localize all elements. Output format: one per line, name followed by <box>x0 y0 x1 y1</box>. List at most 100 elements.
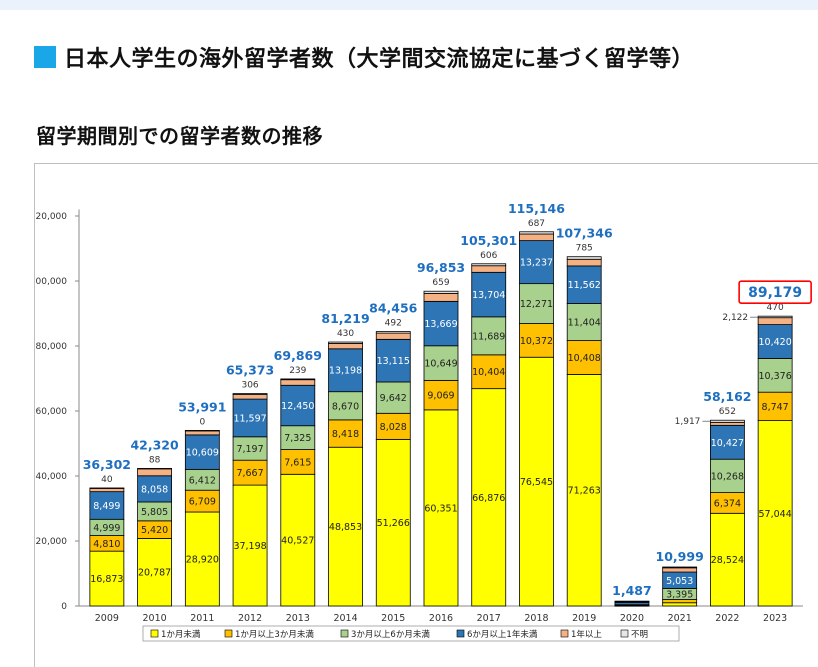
bar-segment <box>757 391 793 422</box>
segment-value-label: 66,876 <box>472 493 505 504</box>
side-value-label: 2,122 <box>722 313 748 323</box>
total-value-label: 58,162 <box>703 389 751 404</box>
bar-segment <box>89 487 125 489</box>
bar-segment <box>328 343 363 350</box>
bar-segment <box>757 317 793 325</box>
bar-segment <box>757 358 793 393</box>
total-value-label: 10,999 <box>656 549 704 564</box>
segment-value-label: 10,609 <box>186 448 219 459</box>
segment-value-label: 8,418 <box>332 429 359 440</box>
legend-swatch <box>620 629 629 638</box>
segment-value-label: 8,028 <box>380 422 407 433</box>
bar-segment <box>89 550 125 607</box>
segment-value-label: 5,053 <box>666 576 693 587</box>
segment-value-label: 11,689 <box>472 331 505 342</box>
side-value-label: 1,917 <box>675 417 701 427</box>
segment-value-label: 10,372 <box>520 336 553 347</box>
bar-segment <box>328 446 363 607</box>
bar-segment <box>710 424 745 460</box>
unknown-count-label: 0 <box>199 418 205 428</box>
segment-value-label: 11,597 <box>233 413 266 424</box>
segment-value-label: 6,374 <box>714 498 741 509</box>
segment-value-label: 37,198 <box>233 541 266 552</box>
bar-segment <box>280 378 316 381</box>
legend-label: 1か月未満 <box>161 629 201 640</box>
total-value-label: 89,179 <box>748 285 802 301</box>
unknown-count-label: 659 <box>432 278 449 288</box>
x-tick-label: 2018 <box>524 613 548 624</box>
unknown-count-label: 239 <box>289 366 306 376</box>
page-heading: 日本人学生の海外留学者数（大学間交流協定に基づく留学等） <box>34 40 694 74</box>
segment-value-label: 5,420 <box>141 525 168 536</box>
segment-value-label: 40,527 <box>281 536 314 547</box>
unknown-count-label: 88 <box>149 455 161 465</box>
bar-segment <box>423 290 459 294</box>
x-tick-label: 2011 <box>190 613 214 624</box>
bar-segment <box>423 300 459 347</box>
segment-value-label: 60,351 <box>424 503 457 514</box>
x-tick-label: 2019 <box>572 613 596 624</box>
bar-segment <box>328 341 363 344</box>
bar-segment <box>232 393 268 395</box>
segment-value-label: 10,649 <box>424 359 457 370</box>
total-value-label: 42,320 <box>130 437 179 452</box>
legend-swatch <box>150 629 159 638</box>
bar-segment <box>423 345 459 381</box>
segment-value-label: 10,420 <box>759 337 792 348</box>
segment-value-label: 16,873 <box>90 574 123 585</box>
x-tick-label: 2012 <box>238 613 262 624</box>
segment-value-label: 10,268 <box>711 471 744 482</box>
bar-segment <box>423 379 459 411</box>
x-tick-label: 2014 <box>333 613 357 624</box>
legend-swatch <box>456 629 465 638</box>
segment-value-label: 51,266 <box>377 518 410 529</box>
segment-value-label: 13,115 <box>377 356 410 367</box>
segment-value-label: 5,805 <box>141 507 168 518</box>
bar-segment <box>471 316 507 356</box>
unknown-count-label: 652 <box>719 407 736 417</box>
y-tick-label: 80,000 <box>36 342 68 352</box>
bar-segment <box>184 511 220 607</box>
legend-label: 1か月以上3か月未満 <box>235 629 314 640</box>
x-tick-label: 2009 <box>95 613 119 624</box>
chart-panel: 0 20,000 40,000 60,000 80,000 100,000 120,000 1… <box>34 163 818 667</box>
unknown-count-label: 785 <box>576 244 593 254</box>
legend-swatch <box>340 629 349 638</box>
legend-label: 3か月以上6か月未満 <box>351 629 430 640</box>
y-tick-label: 40,000 <box>36 472 68 482</box>
bar-segment <box>232 394 268 400</box>
bar-segment <box>137 475 172 503</box>
x-tick-label: 2013 <box>286 613 310 624</box>
segment-value-label: 7,667 <box>236 468 263 479</box>
bar-segment <box>662 567 698 573</box>
chart-subtitle: 留学期間別での留学者数の推移 <box>36 124 323 148</box>
bar-segment <box>232 398 268 438</box>
segment-value-label: 4,999 <box>93 523 120 534</box>
bar-segment <box>280 379 316 386</box>
bar-segment <box>519 231 554 235</box>
bar-segment <box>662 602 698 607</box>
x-tick-label: 2017 <box>477 613 501 624</box>
legend-swatch <box>560 629 569 638</box>
total-value-label: 36,302 <box>83 457 131 472</box>
segment-value-label: 13,198 <box>329 366 362 377</box>
segment-value-label: 13,669 <box>424 319 457 330</box>
segment-value-label: 28,524 <box>711 555 744 566</box>
segment-value-label: 48,853 <box>329 522 362 533</box>
segment-value-label: 9,069 <box>427 391 454 402</box>
segment-value-label: 76,545 <box>520 477 553 488</box>
unknown-count-label: 687 <box>528 219 545 229</box>
x-tick-label: 2020 <box>620 613 644 624</box>
total-value-label: 69,869 <box>274 348 322 363</box>
total-value-label: 115,146 <box>508 201 565 216</box>
total-value-label: 105,301 <box>460 233 517 248</box>
y-tick-label: 20,000 <box>36 537 68 547</box>
legend-label: 不明 <box>631 630 648 640</box>
bar-segment <box>471 263 507 267</box>
segment-value-label: 6,412 <box>189 475 216 486</box>
unknown-count-label: 492 <box>385 319 402 329</box>
total-value-label: 1,487 <box>612 583 652 598</box>
segment-value-label: 57,044 <box>759 509 792 520</box>
total-value-label: 84,456 <box>369 301 418 316</box>
unknown-count-label: 40 <box>101 475 113 485</box>
